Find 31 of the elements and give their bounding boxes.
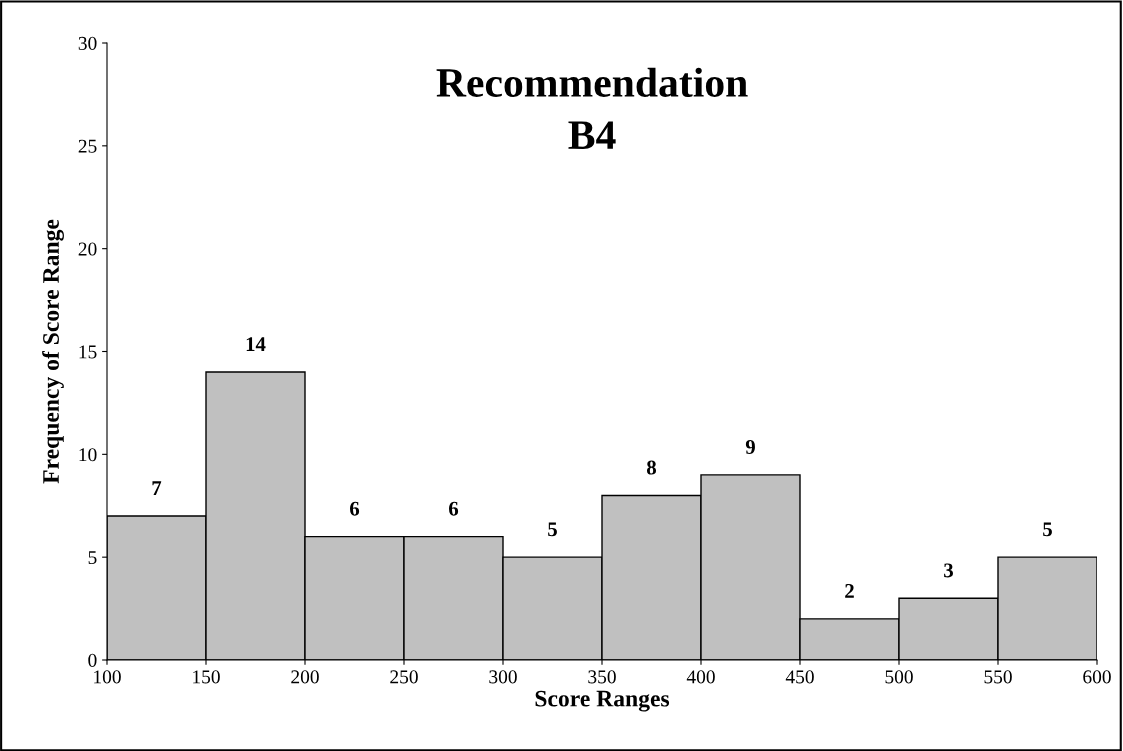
data-label: 5 — [1043, 522, 1052, 537]
x-tick-label: 350 — [588, 670, 616, 684]
y-tick-label: 30 — [78, 36, 97, 50]
x-tick-label: 500 — [885, 670, 913, 684]
x-tick-label: 150 — [193, 670, 220, 684]
x-tick-label: 400 — [686, 670, 715, 684]
x-tick-label: 450 — [785, 670, 814, 684]
y-tick-label: 10 — [79, 448, 97, 462]
x-tick-label: 200 — [291, 670, 319, 684]
x-tick-label: 100 — [94, 670, 121, 684]
x-tick-label: 250 — [390, 670, 418, 684]
data-label: 5 — [548, 522, 557, 537]
y-tick-label: 20 — [78, 242, 97, 256]
y-axis-title: Frequency of Score Range — [42, 219, 64, 484]
x-axis-title: Score Ranges — [535, 690, 670, 712]
y-tick-label: 15 — [79, 345, 97, 359]
data-label: 8 — [646, 460, 657, 475]
x-tick-label: 550 — [984, 670, 1012, 684]
data-label: 6 — [350, 501, 360, 516]
data-label: 14 — [246, 337, 266, 351]
data-label: 2 — [845, 583, 854, 598]
y-tick-label: 25 — [78, 139, 97, 153]
data-label: 7 — [152, 481, 162, 495]
data-label: 9 — [745, 440, 755, 454]
text: Recommendation B4 — [436, 67, 748, 149]
y-tick-label: 0 — [88, 653, 97, 667]
x-tick-label: 600 — [1083, 670, 1111, 684]
y-tick-label: 5 — [88, 551, 97, 565]
x-tick-label: 300 — [489, 670, 517, 684]
data-label: 6 — [449, 501, 459, 516]
data-label: 3 — [944, 563, 953, 578]
